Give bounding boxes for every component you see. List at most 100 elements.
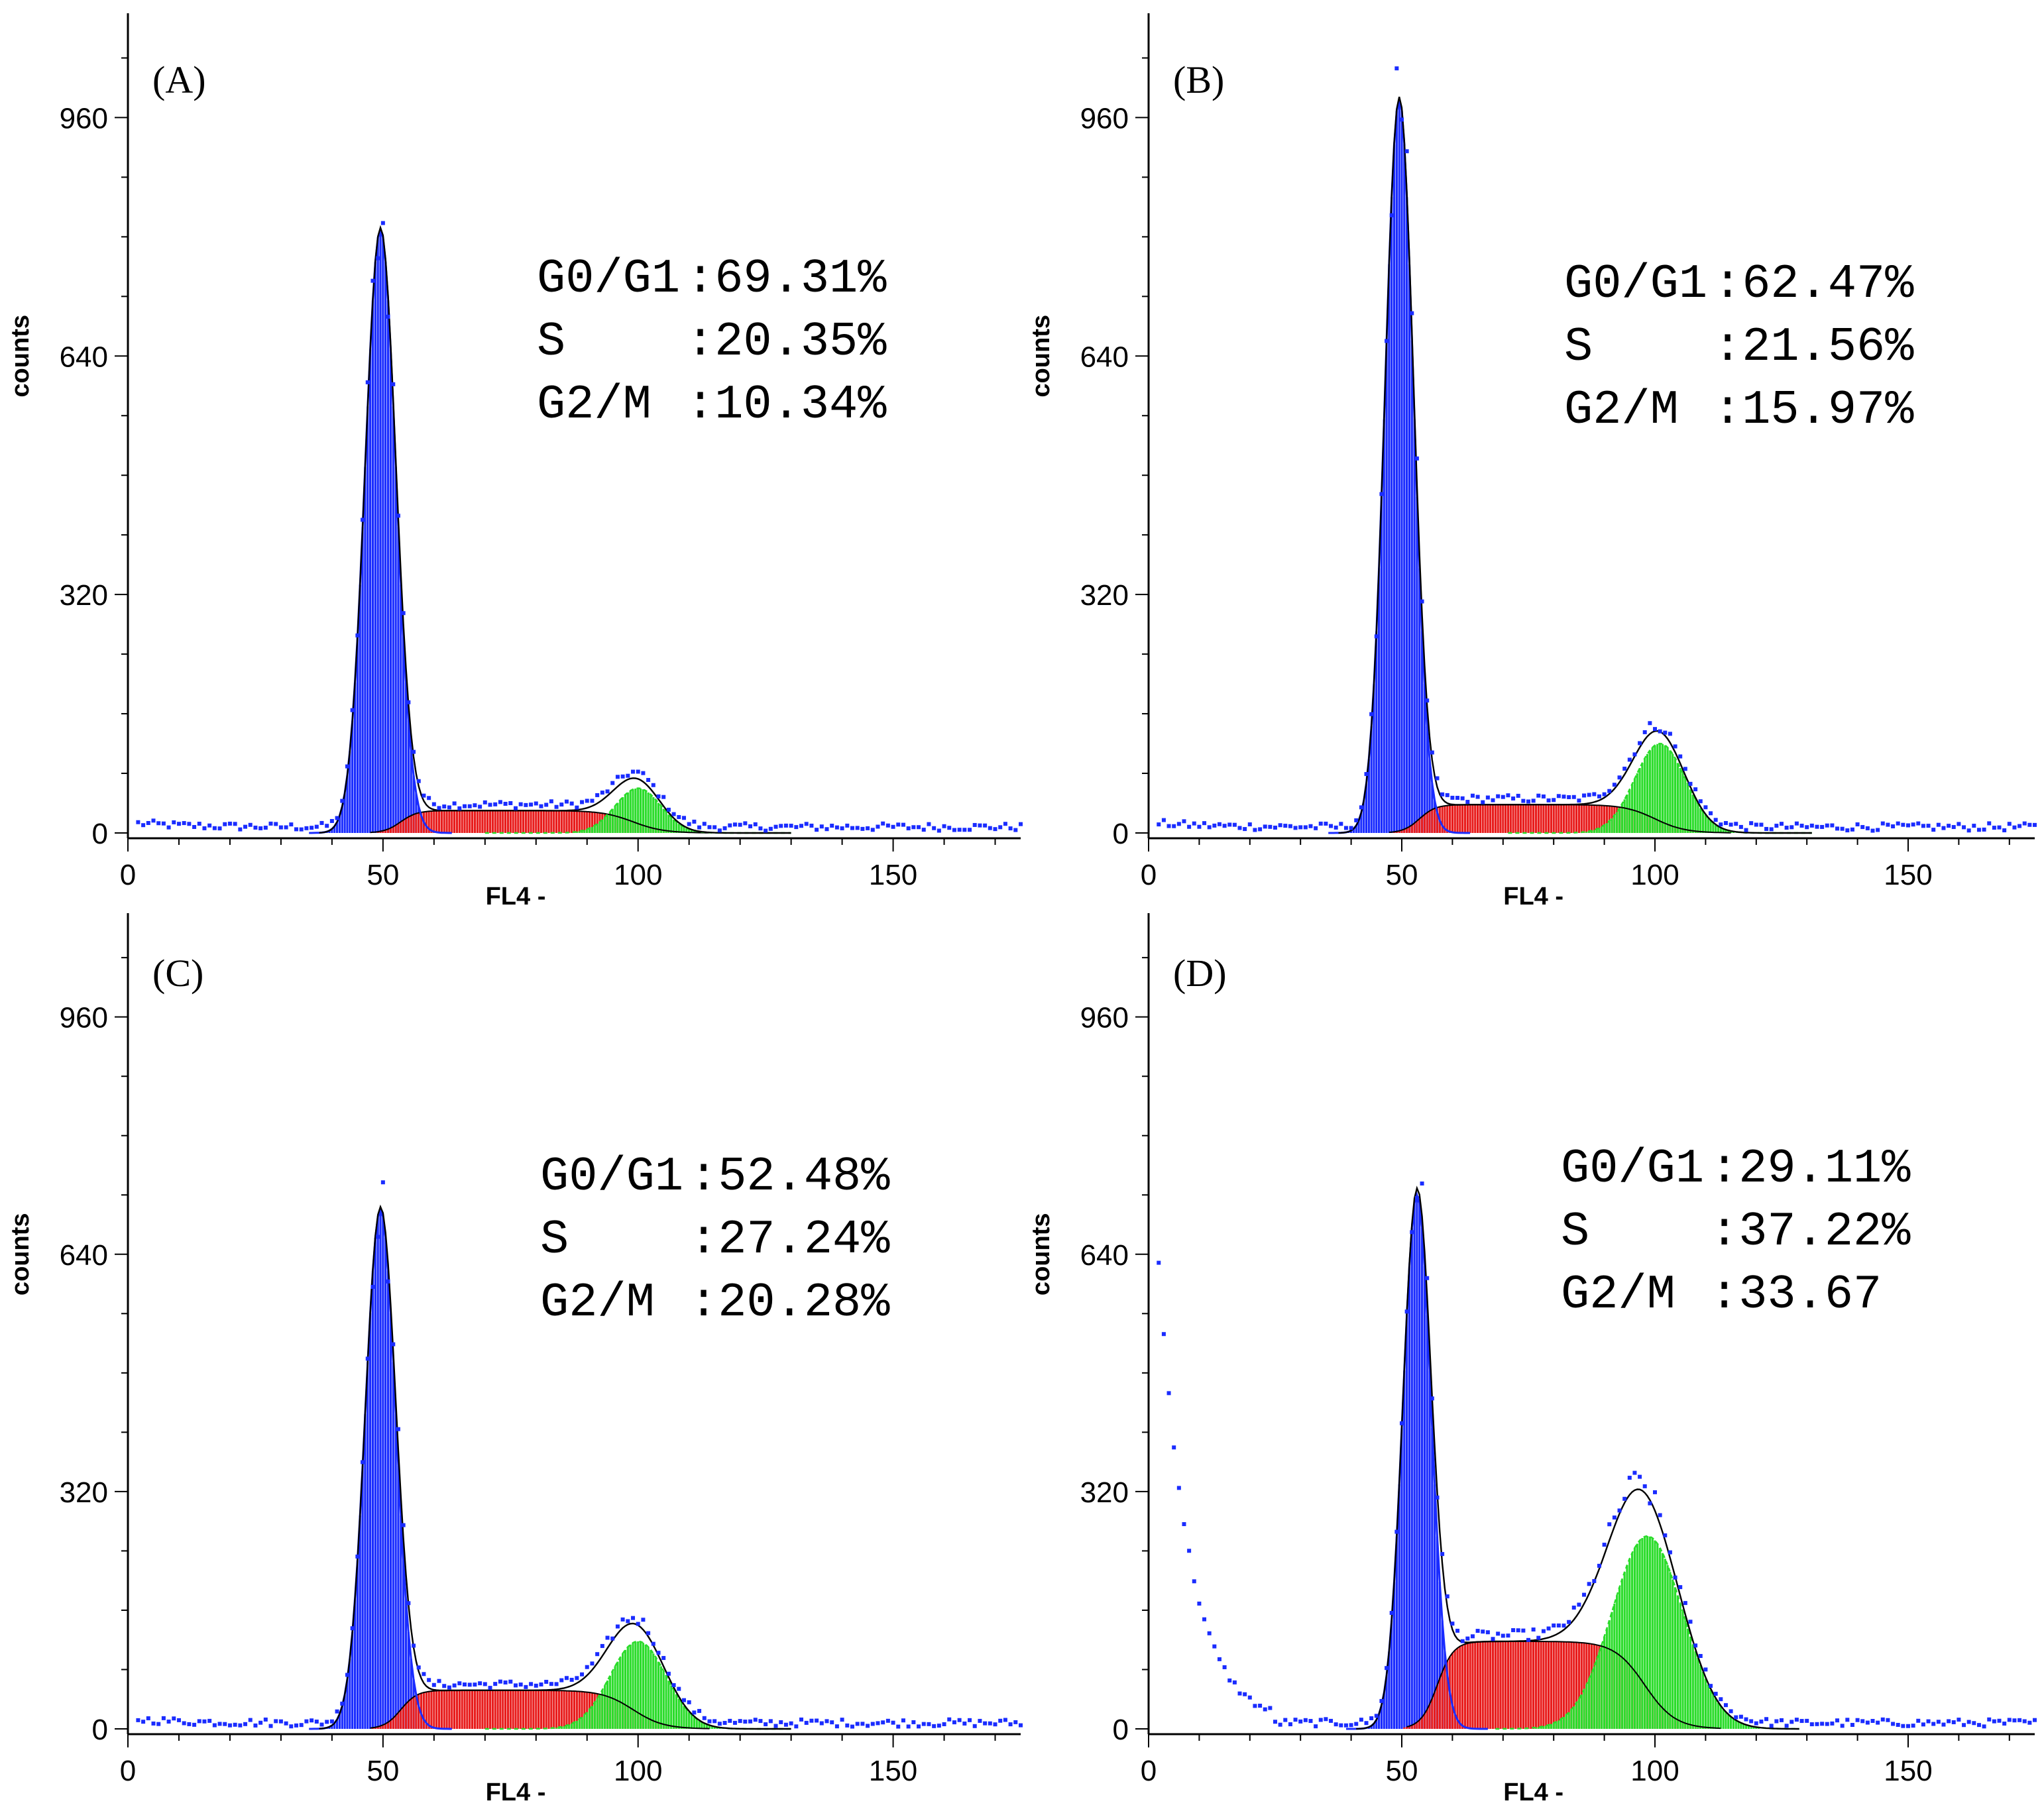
phase-percentage: :10.34%: [686, 378, 887, 432]
data-point: [860, 1722, 865, 1726]
data-point: [1268, 1706, 1273, 1710]
data-point: [463, 1682, 467, 1686]
data-point: [1531, 798, 1536, 803]
data-point: [1491, 798, 1495, 802]
data-point: [1521, 798, 1526, 803]
data-point: [294, 827, 299, 832]
data-point: [1850, 1723, 1854, 1728]
data-point: [498, 1679, 502, 1684]
data-point: [299, 827, 304, 832]
data-point: [396, 514, 400, 518]
data-point: [1343, 1723, 1348, 1728]
data-point: [1789, 825, 1794, 830]
data-point: [722, 826, 727, 830]
data-point: [1400, 1421, 1404, 1425]
data-point: [263, 826, 268, 830]
data-point: [1450, 1622, 1455, 1626]
data-point: [1663, 1533, 1668, 1537]
data-point: [172, 1716, 176, 1721]
data-point: [2033, 1718, 2037, 1722]
data-point: [1354, 818, 1359, 822]
data-point: [1845, 1718, 1850, 1722]
fit-total-curve: [1356, 1185, 1799, 1730]
data-point: [937, 1724, 941, 1728]
data-point: [1784, 826, 1789, 830]
data-point: [1749, 1719, 1754, 1724]
data-point: [585, 1665, 589, 1669]
data-point: [1729, 1709, 1733, 1714]
x-axis-title: FL4 -: [1503, 1779, 1563, 1806]
data-point: [1455, 1628, 1460, 1633]
g2m-band: [1534, 1536, 1760, 1729]
data-point: [437, 1679, 441, 1683]
data-point: [1976, 1723, 1981, 1728]
histogram-panel-3: 0 320 640 960 0 50 100 150 FL4 - counts (C) G0/G1:5…: [7, 913, 1023, 1806]
data-point: [406, 1601, 411, 1606]
data-point: [1780, 822, 1784, 826]
data-point: [284, 825, 288, 830]
data-point: [1561, 795, 1566, 799]
x-tick-label: 50: [1386, 859, 1418, 891]
data-point: [518, 802, 523, 806]
raw-data-points: [1157, 66, 2037, 833]
data-point: [1987, 821, 1992, 826]
data-point: [1460, 796, 1465, 800]
data-point: [845, 1723, 850, 1728]
data-point: [968, 828, 972, 832]
data-point: [677, 1686, 681, 1691]
g2m-band: [575, 788, 701, 833]
data-point: [891, 1720, 895, 1725]
data-point: [365, 1356, 370, 1361]
data-point: [947, 826, 952, 830]
data-point: [319, 820, 324, 825]
data-point: [921, 828, 926, 832]
data-point: [937, 828, 941, 833]
phase-percentage: :52.48%: [689, 1150, 890, 1204]
data-point: [442, 804, 447, 809]
data-point: [1217, 822, 1221, 826]
data-point: [962, 828, 967, 832]
data-point: [988, 1721, 992, 1726]
data-point: [202, 1719, 207, 1724]
phase-name-label: S: [537, 315, 565, 369]
data-point: [314, 1720, 319, 1724]
panel-label: (C): [152, 952, 203, 995]
data-point: [1318, 821, 1323, 826]
data-point: [1774, 1719, 1779, 1724]
data-point: [1369, 712, 1374, 716]
data-point: [1475, 1629, 1480, 1633]
data-point: [620, 774, 625, 779]
data-point: [391, 382, 396, 386]
data-point: [207, 1718, 212, 1723]
data-point: [1237, 1691, 1242, 1696]
data-point: [1673, 744, 1677, 749]
data-point: [1440, 1552, 1445, 1557]
data-point: [1673, 1575, 1677, 1580]
data-point: [217, 826, 222, 831]
data-point: [799, 824, 804, 828]
data-point: [289, 822, 294, 827]
data-point: [422, 793, 426, 798]
data-point: [1435, 776, 1440, 781]
data-point: [1475, 795, 1480, 799]
data-point: [335, 1709, 339, 1714]
data-point: [1556, 1623, 1561, 1627]
data-point: [1217, 1657, 1221, 1661]
data-point: [365, 380, 370, 384]
data-point: [227, 821, 232, 826]
g0g1-band: [325, 229, 435, 833]
data-point: [819, 824, 824, 829]
data-point: [681, 816, 686, 820]
data-point: [1359, 1718, 1363, 1722]
data-point: [350, 708, 355, 712]
data-point: [866, 826, 870, 830]
data-point: [1906, 823, 1910, 828]
data-point: [1278, 823, 1282, 828]
data-point: [1845, 828, 1850, 833]
data-point: [1947, 1719, 1951, 1724]
data-point: [1951, 1720, 1956, 1724]
data-point: [1966, 1720, 1971, 1724]
data-point: [278, 825, 283, 830]
data-point: [1835, 826, 1840, 831]
y-axis-title: counts: [1027, 315, 1055, 398]
